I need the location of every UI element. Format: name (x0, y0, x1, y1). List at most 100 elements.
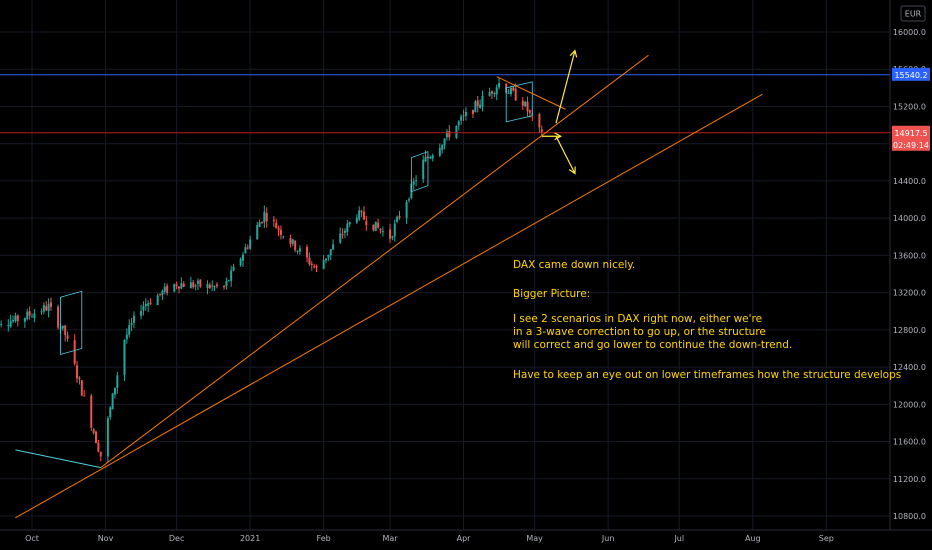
candle (123, 339, 126, 382)
candle (263, 205, 266, 228)
candle (462, 109, 465, 122)
candle (227, 279, 230, 282)
candle (391, 235, 394, 241)
candle (97, 439, 100, 453)
candle (381, 226, 384, 237)
candle (140, 304, 143, 320)
annotation-text[interactable]: DAX came down nicely. Bigger Picture: I … (513, 259, 901, 381)
candle (173, 283, 176, 293)
candle (327, 254, 330, 261)
candle (215, 282, 218, 289)
candle (313, 263, 316, 269)
annotation-line-2: Bigger Picture: (513, 288, 590, 300)
candle (476, 96, 479, 113)
candle (149, 298, 152, 306)
candle (322, 255, 325, 270)
candle (47, 298, 50, 318)
candle (310, 260, 313, 271)
candle (509, 85, 512, 97)
candle (7, 319, 10, 332)
pattern-outline (410, 151, 429, 193)
candle (362, 206, 365, 221)
candle (315, 264, 318, 273)
candle (180, 277, 183, 290)
price-tick-label: 10800.0 (893, 512, 926, 521)
annotation-line-5: in a 3-wave correction to go up, or the … (513, 326, 766, 338)
time-tick-label: 2021 (240, 534, 260, 543)
price-tick-label: 13600.0 (893, 251, 926, 260)
candle (474, 99, 477, 113)
candle (130, 317, 133, 332)
candle (455, 125, 458, 139)
candle (166, 283, 169, 296)
horizontal-lines (0, 74, 890, 134)
candle (16, 314, 19, 327)
candle (464, 107, 467, 121)
candle (339, 227, 342, 245)
candle (246, 244, 249, 250)
time-tick-label: Nov (98, 534, 114, 543)
currency-button[interactable]: EUR (900, 5, 926, 22)
candle (438, 143, 441, 157)
candle (431, 153, 434, 162)
candle (490, 90, 493, 99)
candle (443, 138, 446, 150)
candle (232, 263, 235, 272)
candle (498, 78, 501, 90)
candle (512, 85, 515, 92)
candle (66, 331, 69, 342)
candle (163, 282, 166, 295)
price-tick-label: 16000.0 (893, 28, 926, 37)
candle (0, 320, 3, 328)
candle (524, 100, 527, 108)
price-tick-label: 12000.0 (893, 400, 926, 409)
candle (223, 285, 226, 290)
time-tick-label: Jul (673, 534, 684, 543)
price-tick-label: 12800.0 (893, 326, 926, 335)
candle (90, 393, 93, 432)
price-tick-label: 12400.0 (893, 363, 926, 372)
pattern-outline (505, 81, 533, 123)
candle (189, 276, 192, 289)
candle (116, 371, 119, 394)
candle (429, 155, 432, 160)
candle (144, 298, 147, 311)
price-tags: 15540.2 14917.5 02:49:14 (892, 67, 930, 151)
candle (282, 235, 285, 239)
candle (379, 228, 382, 234)
candle (481, 90, 484, 112)
candle (329, 249, 332, 261)
candle (73, 334, 76, 366)
time-axis[interactable]: Oct Nov Dec 2021 Feb Mar Apr May Jun Jul Aug Sep (25, 534, 834, 543)
candle (396, 215, 399, 223)
candle (26, 308, 29, 321)
candlesticks (0, 78, 543, 463)
annotation-line-4: I see 2 scenarios in DAX right now, eith… (513, 313, 762, 325)
candle (83, 390, 86, 397)
candle (343, 228, 346, 239)
scenario-arrow (541, 132, 562, 141)
candle (341, 228, 344, 239)
candle (45, 301, 48, 312)
candle (178, 286, 180, 294)
candle (175, 281, 178, 290)
candle (538, 112, 541, 133)
annotation-line-8: Have to keep an eye out on lower timefra… (513, 369, 901, 381)
time-tick-label: Apr (457, 534, 472, 543)
time-tick-label: Feb (317, 534, 331, 543)
candle (106, 415, 109, 463)
scenario-arrow (555, 49, 578, 124)
candle (194, 283, 197, 291)
candle (49, 297, 52, 312)
time-tick-label: Mar (382, 534, 398, 543)
price-tick-label: 13200.0 (893, 289, 926, 298)
candle (12, 315, 15, 324)
candle (208, 282, 211, 290)
candle (398, 210, 401, 220)
candle (412, 177, 415, 190)
candle (308, 252, 311, 266)
candle (325, 258, 327, 264)
candle (277, 225, 280, 237)
